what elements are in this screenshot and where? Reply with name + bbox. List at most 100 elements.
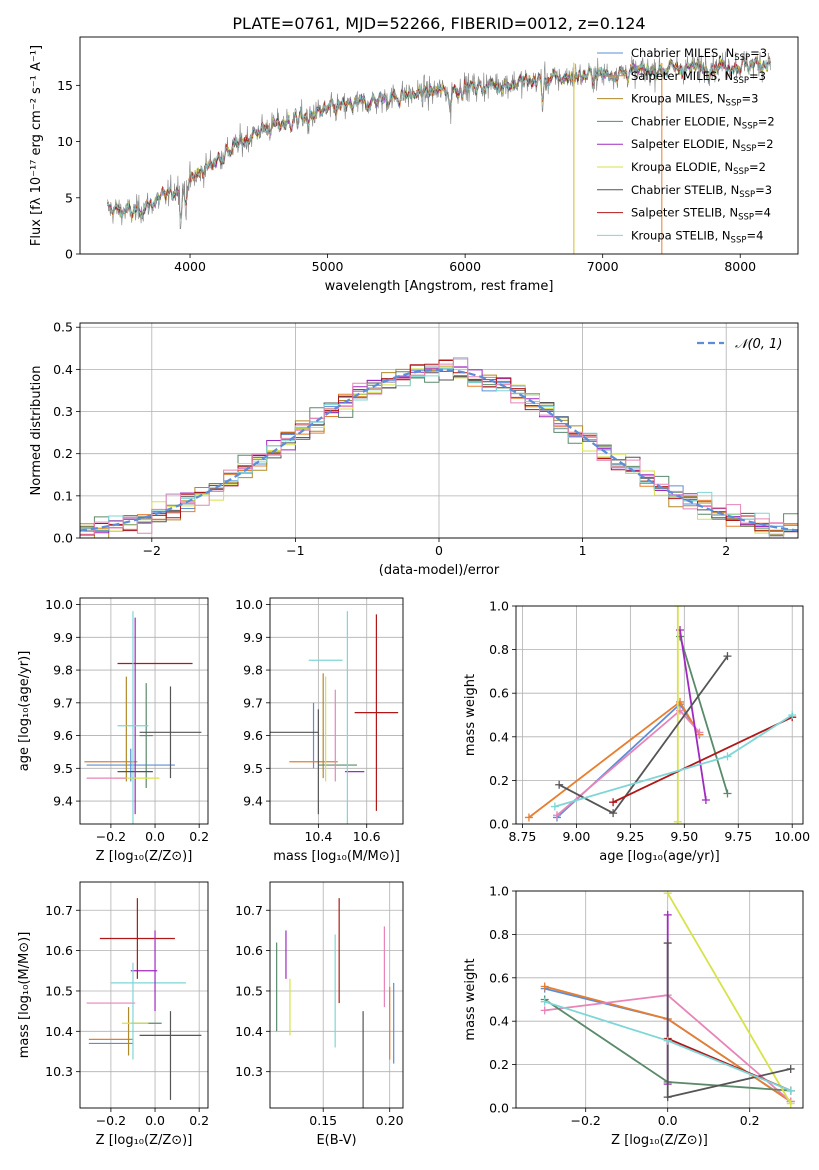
x-tick-label: 9.50 [670, 829, 698, 844]
x-tick-label: 9.25 [616, 829, 644, 844]
x-axis-label: Z [log₁₀(Z/Z⊙)] [96, 1133, 193, 1148]
legend-label-text: Salpeter STELIB, N [631, 206, 738, 220]
x-tick-label: 0.2 [740, 1113, 760, 1128]
y-axis-label: Flux [fλ 10⁻¹⁷ erg cm⁻² s⁻¹ A⁻¹] [29, 45, 44, 246]
axes-frame [79, 881, 209, 1109]
plot-area [270, 611, 399, 824]
x-tick-label: 9.00 [562, 829, 590, 844]
y-tick-label: 15 [57, 78, 73, 93]
weight-marker [663, 939, 672, 948]
x-tick-label: −0.2 [571, 1113, 601, 1128]
age-vs-metallicity-panel: −0.2 0.0 0.2 9.4 9.5 9.6 9.7 9.8 9.9 10.0 Z [log₁₀… [17, 597, 209, 864]
legend-label-sub: SSP [742, 121, 758, 131]
plot-area [540, 891, 795, 1108]
x-tick-label: −2 [143, 543, 161, 558]
weight-line [679, 629, 707, 801]
legend-label-text: Kroupa ELODIE, N [631, 160, 733, 174]
x-tick-label: 10.4 [304, 829, 332, 844]
legend-label-text: Salpeter MILES, N [631, 69, 733, 83]
plot-area [86, 898, 202, 1100]
axes-frame [515, 890, 804, 1109]
y-tick-label: 0.0 [53, 531, 73, 546]
x-tick-label: −0.2 [96, 829, 126, 844]
y-tick-label: 10.3 [235, 1064, 263, 1079]
legend-label: Kroupa ELODIE, NSSP=2 [631, 160, 766, 177]
x-tick-label: 4000 [174, 259, 206, 274]
axes-frame [269, 597, 404, 825]
weight-marker [540, 982, 549, 991]
y-tick-label: 0.4 [489, 729, 509, 744]
x-tick-label: −1 [286, 543, 304, 558]
y-tick-label: 10.3 [45, 1064, 73, 1079]
x-tick-label: 1 [579, 543, 587, 558]
residual-histogram-pink [80, 357, 798, 535]
weight-marker [663, 1093, 672, 1102]
x-axis-label: age [log₁₀(age/yr)] [599, 849, 720, 864]
plot-area [276, 898, 395, 1108]
legend-label: Salpeter STELIB, NSSP=4 [631, 206, 771, 223]
y-tick-label: 0.2 [489, 1057, 509, 1072]
x-tick-label: 10.00 [774, 829, 810, 844]
y-tick-label: 0.6 [489, 970, 509, 985]
legend-label-tail: =3 [755, 183, 772, 197]
y-tick-label: 9.6 [53, 728, 73, 743]
weight-marker [673, 606, 682, 610]
mass-vs-ebv-panel: 0.15 0.20 10.3 10.4 10.5 10.6 10.7 E(B-V) [235, 881, 404, 1148]
legend-label: Chabrier ELODIE, NSSP=2 [631, 114, 775, 131]
y-tick-label: 0.0 [489, 817, 509, 832]
weight-marker [540, 1006, 549, 1015]
legend-label-sub: SSP [731, 235, 747, 245]
weight-marker [550, 802, 559, 811]
weight-marker [555, 780, 564, 789]
y-tick-label: 0.2 [53, 446, 73, 461]
x-tick-label: 0.15 [309, 1113, 337, 1128]
normal-curve [80, 368, 798, 532]
weight-marker [786, 1099, 795, 1108]
x-tick-label: 0.0 [658, 1113, 678, 1128]
legend-label: Salpeter ELODIE, NSSP=2 [631, 137, 774, 154]
y-tick-label: 1.0 [489, 884, 509, 899]
y-tick-label: 9.4 [53, 794, 73, 809]
legend-label-sub: SSP [741, 144, 757, 154]
weight-line [666, 892, 792, 1105]
weight-marker [723, 752, 732, 761]
x-tick-label: 0.0 [145, 829, 165, 844]
y-tick-label: 0.3 [53, 404, 73, 419]
plot-area [524, 606, 797, 824]
weight-marker [695, 728, 704, 737]
plot-area [84, 611, 202, 824]
legend-label: Salpeter MILES, NSSP=3 [631, 69, 766, 86]
y-tick-label: 10.5 [45, 983, 73, 998]
weight-marker [553, 811, 561, 820]
y-tick-label: 9.5 [53, 761, 73, 776]
spectrum-panel: 4000 5000 6000 7000 8000 0 5 10 15 wavelength [An… [29, 36, 799, 294]
x-tick-label: 0.0 [145, 1113, 165, 1128]
weight-line [612, 716, 793, 804]
age-vs-mass-panel: 10.4 10.6 9.4 9.5 9.6 9.7 9.8 9.9 10.0 mass [log₁… [235, 597, 404, 864]
legend-label-tail: =2 [758, 114, 775, 128]
weight-marker [673, 817, 682, 824]
legend-label-tail: =2 [757, 137, 774, 151]
x-tick-label: 0.20 [376, 1113, 404, 1128]
legend-label-text: Kroupa STELIB, N [631, 228, 731, 242]
x-tick-label: 9.75 [724, 829, 752, 844]
weight-marker [723, 652, 732, 661]
y-tick-label: 9.9 [243, 630, 263, 645]
weight-marker [663, 1036, 672, 1045]
x-tick-label: 7000 [587, 259, 619, 274]
legend-label-tail: =4 [746, 228, 763, 242]
x-tick-label: 10.6 [353, 829, 381, 844]
weight-line [666, 943, 791, 1099]
weight-marker [786, 1086, 795, 1095]
y-tick-label: 10.4 [235, 1024, 263, 1039]
y-tick-label: 0.2 [489, 773, 509, 788]
axes-frame [269, 881, 404, 1109]
y-axis-label: mass weight [463, 674, 478, 756]
y-tick-label: 0.8 [489, 642, 509, 657]
axes-frame [79, 597, 209, 825]
weight-marker [663, 910, 672, 919]
y-tick-label: 0.8 [489, 927, 509, 942]
legend-label-text: Salpeter ELODIE, N [631, 137, 741, 151]
x-axis-label: E(B-V) [316, 1133, 356, 1148]
